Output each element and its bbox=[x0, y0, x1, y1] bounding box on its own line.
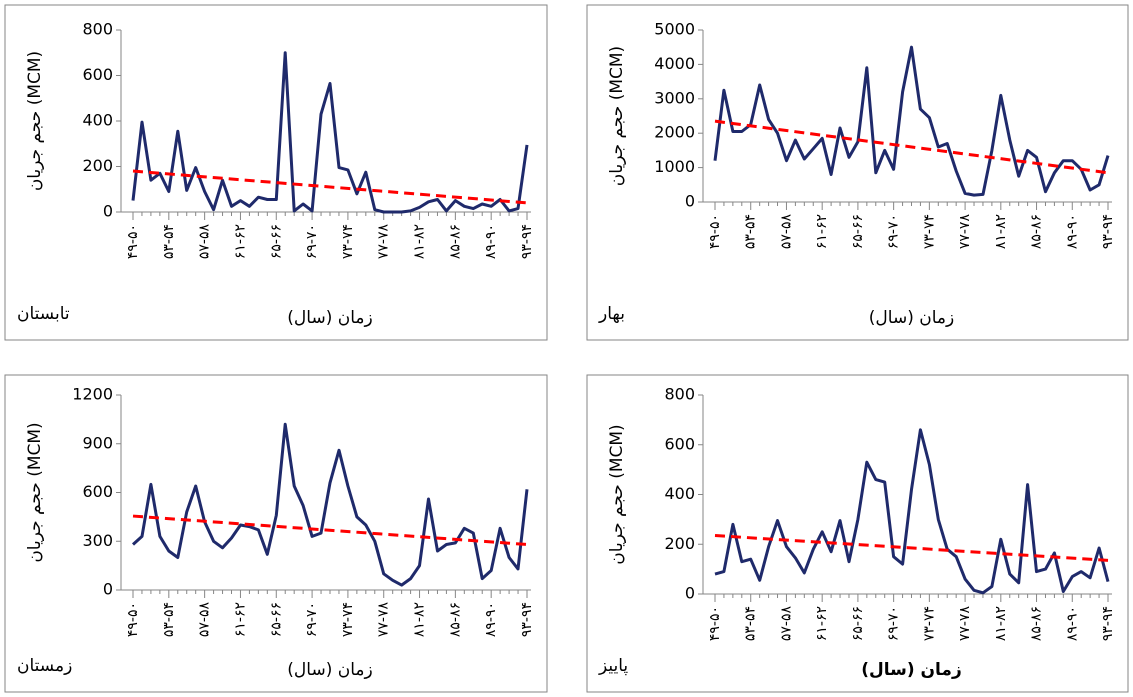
y-tick-label: 200 bbox=[82, 156, 113, 175]
x-tick-label: ۴۹-۵۰ bbox=[707, 606, 723, 641]
trend-line bbox=[714, 534, 1109, 562]
y-tick-label: 1000 bbox=[654, 157, 695, 176]
x-axis-title: زمان (سال) bbox=[287, 308, 372, 328]
season-label: بهار bbox=[598, 304, 625, 324]
x-axis-title: زمان (سال) bbox=[861, 660, 962, 680]
y-tick-label: 800 bbox=[664, 385, 695, 404]
x-tick-label: ۸۹-۹۰ bbox=[1064, 214, 1080, 249]
y-tick-label: 900 bbox=[82, 433, 113, 452]
x-tick-label: ۶۹-۷۰ bbox=[304, 602, 320, 637]
x-tick-label: ۹۳-۹۴ bbox=[519, 602, 535, 637]
x-tick-label: ۸۱-۸۲ bbox=[993, 214, 1009, 249]
y-tick-label: 0 bbox=[685, 192, 695, 211]
x-tick-label: ۵۳-۵۴ bbox=[161, 224, 177, 259]
y-axis-title: حجم جریان (MCM) bbox=[25, 422, 45, 562]
y-tick-label: 0 bbox=[103, 580, 113, 599]
x-axis-title: زمان (سال) bbox=[287, 660, 372, 680]
trend-line bbox=[132, 169, 528, 205]
x-tick-label: ۶۱-۶۲ bbox=[232, 602, 248, 637]
y-tick-label: 0 bbox=[103, 202, 113, 221]
y-tick-label: 3000 bbox=[654, 88, 695, 107]
y-axis-title: حجم جریان (MCM) bbox=[607, 46, 627, 186]
y-tick-label: 4000 bbox=[654, 54, 695, 73]
x-tick-label: ۸۱-۸۲ bbox=[412, 602, 428, 637]
x-tick-label: ۹۳-۹۴ bbox=[519, 224, 535, 259]
y-tick-label: 300 bbox=[82, 531, 113, 550]
x-tick-label: ۷۳-۷۴ bbox=[921, 606, 937, 641]
x-tick-label: ۷۳-۷۴ bbox=[340, 602, 356, 637]
x-tick-label: ۸۵-۸۶ bbox=[1029, 606, 1045, 641]
y-tick-label: 400 bbox=[664, 484, 695, 503]
x-tick-label: ۴۹-۵۰ bbox=[707, 214, 723, 249]
trend-line bbox=[714, 119, 1109, 175]
season-label: تابستان bbox=[17, 304, 70, 324]
x-tick-label: ۶۹-۷۰ bbox=[886, 214, 902, 249]
season-label: پاییز bbox=[598, 656, 628, 676]
panel-border bbox=[4, 374, 548, 693]
x-tick-label: ۶۱-۶۲ bbox=[814, 214, 830, 249]
x-tick-label: ۵۷-۵۸ bbox=[197, 602, 213, 638]
panel-border bbox=[586, 374, 1129, 693]
x-tick-label: ۶۱-۶۲ bbox=[232, 224, 248, 259]
x-tick-label: ۶۵-۶۶ bbox=[268, 602, 284, 637]
y-tick-label: 600 bbox=[664, 434, 695, 453]
y-tick-label: 800 bbox=[82, 20, 113, 39]
x-tick-label: ۷۷-۷۸ bbox=[957, 606, 973, 642]
x-tick-label: ۵۷-۵۸ bbox=[197, 224, 213, 260]
x-tick-label: ۴۹-۵۰ bbox=[125, 224, 141, 259]
y-tick-label: 5000 bbox=[654, 20, 695, 39]
x-tick-label: ۸۹-۹۰ bbox=[483, 224, 499, 259]
panel-border bbox=[586, 4, 1129, 341]
x-tick-label: ۵۷-۵۸ bbox=[778, 214, 794, 250]
x-tick-label: ۹۳-۹۴ bbox=[1100, 606, 1116, 641]
panel-border bbox=[4, 4, 548, 341]
y-tick-label: 1200 bbox=[72, 385, 113, 404]
y-tick-label: 600 bbox=[82, 65, 113, 84]
x-tick-label: ۸۱-۸۲ bbox=[412, 224, 428, 259]
x-tick-label: ۵۳-۵۴ bbox=[743, 214, 759, 249]
y-axis-title: حجم جریان (MCM) bbox=[25, 51, 45, 191]
x-tick-label: ۸۹-۹۰ bbox=[483, 602, 499, 637]
x-tick-label: ۸۵-۸۶ bbox=[447, 224, 463, 259]
x-tick-label: ۶۵-۶۶ bbox=[850, 606, 866, 641]
season-label: زمستان bbox=[17, 656, 72, 676]
x-tick-label: ۶۱-۶۲ bbox=[814, 606, 830, 641]
x-tick-label: ۵۳-۵۴ bbox=[161, 602, 177, 637]
x-tick-label: ۸۹-۹۰ bbox=[1064, 606, 1080, 641]
x-tick-label: ۵۷-۵۸ bbox=[778, 606, 794, 642]
y-tick-label: 600 bbox=[82, 482, 113, 501]
x-tick-label: ۶۵-۶۶ bbox=[268, 224, 284, 259]
x-tick-label: ۸۵-۸۶ bbox=[447, 602, 463, 637]
x-tick-label: ۷۳-۷۴ bbox=[340, 224, 356, 259]
trend-line bbox=[132, 514, 528, 546]
x-tick-label: ۷۷-۷۸ bbox=[376, 224, 392, 260]
data-line bbox=[714, 428, 1110, 595]
y-tick-label: 0 bbox=[685, 584, 695, 603]
x-tick-label: ۹۳-۹۴ bbox=[1100, 214, 1116, 249]
x-axis-title: زمان (سال) bbox=[869, 308, 954, 328]
y-tick-label: 2000 bbox=[654, 123, 695, 142]
data-line bbox=[131, 422, 529, 587]
x-tick-label: ۶۹-۷۰ bbox=[886, 606, 902, 641]
x-tick-label: ۷۷-۷۸ bbox=[376, 602, 392, 638]
x-tick-label: ۴۹-۵۰ bbox=[125, 602, 141, 637]
x-tick-label: ۶۹-۷۰ bbox=[304, 224, 320, 259]
y-tick-label: 200 bbox=[664, 534, 695, 553]
x-tick-label: ۵۳-۵۴ bbox=[743, 606, 759, 641]
x-tick-label: ۸۵-۸۶ bbox=[1029, 214, 1045, 249]
x-tick-label: ۷۳-۷۴ bbox=[921, 214, 937, 249]
data-line bbox=[713, 45, 1110, 197]
y-tick-label: 400 bbox=[82, 111, 113, 130]
x-tick-label: ۷۷-۷۸ bbox=[957, 214, 973, 250]
x-tick-label: ۸۱-۸۲ bbox=[993, 606, 1009, 641]
x-tick-label: ۶۵-۶۶ bbox=[850, 214, 866, 249]
y-axis-title: حجم جریان (MCM) bbox=[607, 424, 627, 564]
